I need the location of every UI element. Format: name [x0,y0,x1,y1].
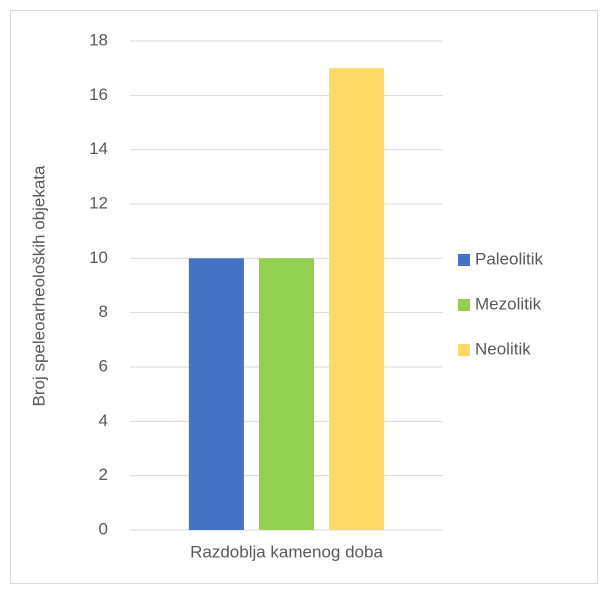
y-tick-label: 4 [99,411,108,430]
y-tick-label: 16 [89,85,108,104]
bar [258,258,315,530]
y-tick-label: 10 [89,248,108,267]
y-tick-label: 12 [89,193,108,212]
bar [188,258,244,530]
y-tick-label: 18 [89,30,108,49]
y-tick-label: 14 [89,139,108,158]
legend-swatch [458,344,470,356]
legend-label: Paleolitik [475,249,544,268]
x-tick-label: Razdoblja kamenog doba [190,542,383,561]
legend-swatch [458,299,470,311]
legend-swatch [458,254,470,266]
y-tick-label: 6 [99,356,108,375]
y-tick-label: 0 [99,519,108,538]
legend-label: Mezolitik [475,294,542,313]
bar [329,68,385,531]
y-tick-label: 8 [99,302,108,321]
y-tick-label: 2 [99,465,108,484]
y-axis-title: Broj speleoarheoloških objekata [29,165,48,407]
legend-label: Neolitik [475,339,531,358]
